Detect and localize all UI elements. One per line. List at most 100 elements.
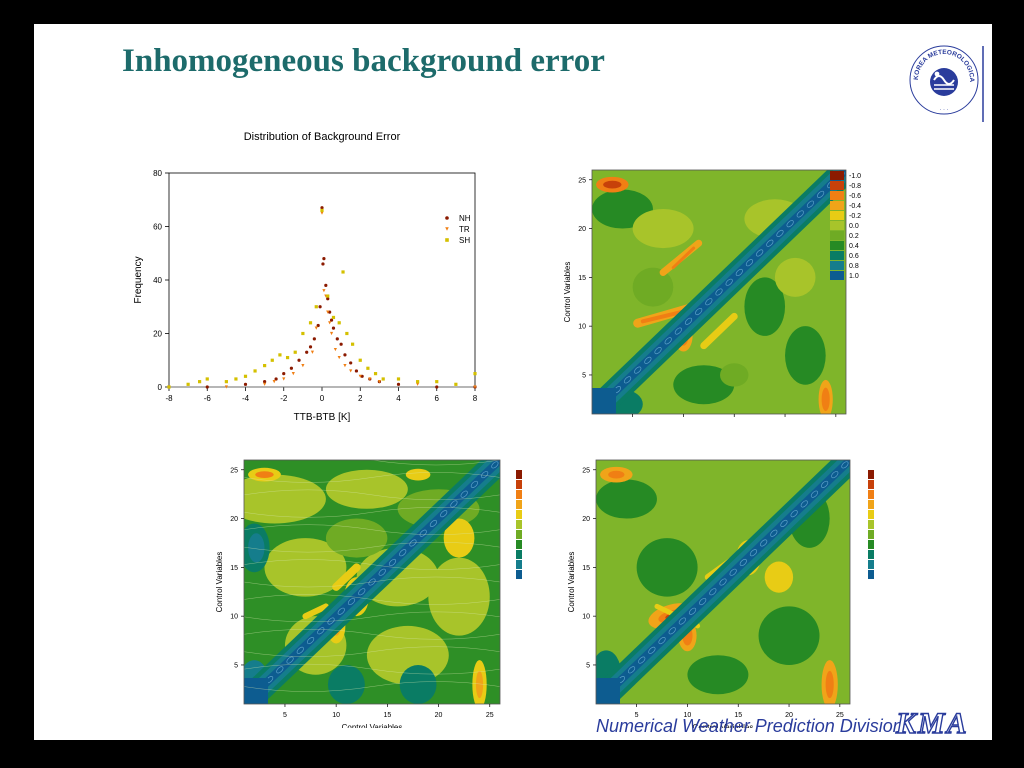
point	[316, 323, 320, 328]
y-axis-label: Control Variables	[567, 552, 576, 613]
x-tick-label: -4	[242, 394, 250, 403]
diagonal-cell	[409, 539, 417, 547]
contour-patch	[758, 606, 820, 665]
legend-swatch	[830, 211, 844, 220]
contour-line	[244, 559, 500, 570]
contour-patch	[764, 561, 794, 593]
point	[337, 355, 341, 360]
corner-patch	[596, 678, 620, 704]
point	[291, 372, 295, 376]
x-tick-label: 25	[486, 712, 494, 719]
diagonal-band-core	[592, 170, 846, 414]
point	[167, 385, 171, 389]
diagonal-cell	[806, 200, 815, 208]
contour-patch	[608, 470, 625, 479]
point	[263, 364, 267, 368]
diagonal-cell	[658, 637, 666, 645]
point	[343, 353, 347, 357]
legend-swatch	[868, 560, 874, 569]
contour-band	[332, 563, 361, 591]
diagonal-cell	[337, 607, 345, 615]
diagonal-cell	[766, 239, 774, 247]
point	[289, 366, 293, 370]
point	[297, 358, 301, 362]
plot-frame	[243, 459, 501, 705]
contour-line	[244, 524, 500, 535]
legend-label: SH	[459, 236, 470, 245]
x-tick-label: 10	[684, 712, 692, 719]
footer-kma-logo: KMA	[895, 706, 969, 740]
legend-label: 0.2	[849, 233, 859, 240]
point	[205, 385, 209, 389]
x-tick-label: -8	[165, 394, 173, 403]
diagonal-cell	[399, 549, 407, 557]
diagonal-cell	[634, 366, 642, 374]
point	[322, 257, 326, 261]
contour-patch	[244, 474, 326, 524]
diagonal-cell	[719, 578, 727, 586]
legend-swatch	[830, 261, 844, 270]
diagonal-cell	[368, 578, 376, 586]
point	[305, 350, 309, 354]
contour-patch	[774, 257, 816, 297]
point	[320, 211, 324, 215]
contour-line	[244, 629, 500, 640]
contour-field	[592, 170, 846, 414]
diagonal-band-core	[596, 460, 850, 704]
point	[416, 380, 420, 384]
contour-band	[700, 312, 738, 350]
point	[343, 364, 347, 368]
legend-label: -1.0	[849, 173, 861, 180]
point	[339, 342, 343, 346]
legend-swatch	[868, 550, 874, 559]
contour-patch	[687, 655, 749, 695]
contour-line	[244, 460, 500, 466]
point	[454, 382, 458, 386]
diagonal-cell	[460, 490, 468, 498]
scatter-points	[167, 206, 477, 389]
contour-line	[244, 663, 500, 675]
contour-patch	[399, 664, 437, 704]
diagonal-cell	[440, 510, 448, 518]
x-tick-label: 8	[473, 394, 478, 403]
point	[326, 294, 330, 298]
contour-patch	[821, 387, 830, 412]
point	[329, 318, 334, 322]
contour-band	[302, 603, 329, 620]
point	[354, 369, 359, 373]
scatter-chart: Distribution of Background Error -8 -6 -4 -…	[133, 131, 478, 423]
diagonal-cell	[776, 229, 784, 237]
point	[337, 321, 341, 325]
point	[186, 382, 190, 386]
kma-logo: KOREA METEOROLOGICAL ADMINISTRATION · · …	[901, 31, 988, 131]
x-tick-label: 25	[836, 712, 844, 719]
legend-swatch	[868, 480, 874, 489]
x-axis-label: Control Variables	[342, 723, 403, 728]
diagonal-cell	[790, 510, 798, 518]
chart-title: Distribution of Background Error	[244, 131, 401, 143]
legend-swatch	[868, 490, 874, 499]
point	[282, 377, 286, 381]
diagonal-cell	[745, 259, 754, 267]
contour-patch	[632, 209, 694, 249]
point	[234, 377, 238, 381]
point	[308, 321, 313, 325]
legend-swatch	[868, 570, 874, 579]
diagonal-cell	[327, 617, 335, 625]
y-tick-label: 40	[153, 276, 162, 285]
correlation-map-bottom-right: 5 10 15 20 25 5 10 15 20 25 Control Variables Contr…	[567, 459, 874, 728]
x-tick-label: -6	[204, 394, 212, 403]
point	[205, 377, 209, 381]
point	[328, 321, 332, 325]
diagonal-cell	[699, 597, 707, 606]
point	[310, 350, 315, 354]
y-tick-label: 10	[582, 614, 590, 621]
diagonal-cell	[756, 249, 764, 257]
point	[473, 372, 477, 376]
diagonal-cell	[306, 637, 315, 645]
diagonal-cell	[664, 337, 672, 345]
diagonal-cell	[470, 480, 479, 488]
point	[243, 382, 248, 386]
diagonal-cell	[735, 268, 743, 277]
diagonal-cell	[638, 656, 646, 664]
